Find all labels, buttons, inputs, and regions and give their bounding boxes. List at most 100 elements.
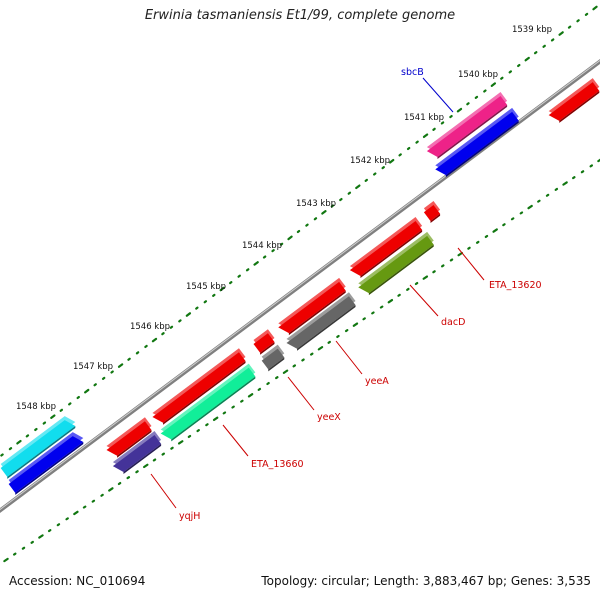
inner-scale-dot (484, 234, 489, 239)
inner-scale-dot (352, 322, 359, 327)
inner-scale-dot (336, 334, 340, 339)
leader-line-dacD (409, 284, 439, 317)
inner-scale-dot (406, 287, 410, 291)
outer-scale-dot (127, 357, 131, 361)
gene-bar-yqjH-protein-shadow (123, 443, 162, 474)
inner-scale-dot (537, 199, 541, 203)
outer-scale-dot (245, 268, 250, 272)
gene-bar-left-cyan-body (0, 420, 76, 477)
inner-scale-dot (152, 458, 157, 462)
tick-label: 1539 kbp (512, 25, 552, 35)
gene-bar-sbcB-protein-body (435, 111, 519, 176)
map-title: Erwinia tasmaniensis Et1/99, complete ge… (144, 8, 456, 23)
outer-scale-dot (59, 408, 64, 412)
gene-label-dacD: dacD (441, 317, 465, 328)
inner-scale-dot (554, 187, 559, 191)
inner-scale-dot (196, 429, 200, 433)
inner-scale-dot (177, 440, 184, 445)
outer-scale-dot (422, 133, 429, 139)
outer-scale-dot (517, 63, 521, 68)
gene-bar-small-body (423, 205, 441, 221)
outer-scale-dot (558, 31, 564, 36)
outer-scale-dot (330, 204, 335, 208)
tick-label: 1545 kbp (186, 282, 226, 292)
inner-scale-dot (21, 546, 26, 550)
outer-scale-dot (474, 95, 479, 99)
outer-scale-dot (347, 191, 352, 195)
outer-scale-dot (584, 12, 589, 16)
leader-line-ETA_13660 (222, 424, 249, 457)
inner-scale-dot (292, 364, 297, 368)
tick-label: 1544 kbp (242, 241, 282, 251)
inner-scale-dot (205, 423, 209, 427)
inner-scale-dot (275, 376, 279, 380)
outer-scale-dot (203, 300, 208, 304)
inner-scale-dot (545, 193, 550, 197)
outer-scale-dot (592, 5, 598, 11)
inner-scale-dot (170, 446, 174, 450)
outer-scale-dot (533, 51, 538, 55)
inner-scale-dot (475, 240, 480, 244)
gene-bar-ETA_13660-shadow (163, 361, 246, 425)
inner-scale-dot (502, 223, 506, 227)
inner-scale-dot (73, 510, 79, 516)
outer-scale-dot (262, 255, 267, 259)
gene-bar-ETA_13620-body (349, 221, 423, 276)
tick-label: 1546 kbp (130, 322, 170, 332)
gene-bar-ETA_13660 (152, 348, 246, 425)
gene-bar-yeeX-protein-body (261, 348, 285, 370)
outer-scale-dot (212, 293, 216, 297)
inner-scale-dot (580, 170, 585, 174)
gene-bar-right-body (548, 82, 600, 121)
gene-bar-left-cyan-shadow (7, 425, 76, 479)
inner-scale-dot (457, 251, 463, 257)
gene-bar-left-blue-body (8, 436, 84, 493)
inner-scale-dot (82, 505, 87, 509)
inner-scale-dot (3, 557, 9, 563)
gene-bar-yeeX-body (253, 333, 275, 353)
outer-scale-dot (253, 261, 259, 266)
outer-scale-dot (237, 274, 241, 278)
inner-scale-dot (240, 399, 244, 403)
gene-bar-yeeX (253, 329, 275, 355)
gene-bar-sbcB-protein (435, 107, 519, 178)
inner-scale-dot (589, 164, 594, 168)
tick-label: 1543 kbp (296, 199, 336, 209)
outer-scale-dot (381, 166, 385, 170)
inner-scale-dot (397, 293, 401, 297)
inner-scale-dot (422, 275, 429, 280)
inner-scale-dot (282, 369, 289, 374)
inner-scale-dot (449, 258, 454, 262)
outer-scale-dot (84, 388, 90, 394)
outer-scale-dot (219, 286, 225, 292)
outer-scale-dot (93, 383, 97, 387)
outer-scale-dot (339, 197, 343, 202)
inner-scale-dot (467, 246, 471, 250)
gene-bar-sbcB-shadow (437, 104, 508, 159)
gene-bar-ETA_13620-shadow (360, 229, 423, 278)
outer-scale-dot (550, 38, 555, 42)
gene-label-sbcB: sbcB (401, 67, 424, 78)
inner-scale-dot (414, 281, 419, 286)
gene-label-ETA_13660: ETA_13660 (251, 459, 304, 470)
inner-scale-dot (362, 317, 366, 321)
outer-scale-dot (34, 427, 38, 432)
gene-bar-sbcB-protein-shadow (445, 120, 519, 178)
outer-scale-dot (567, 25, 572, 29)
gene-bar-yqjH-shadow (117, 430, 152, 458)
outer-scale-dot (415, 140, 419, 144)
outer-scale-dot (185, 312, 192, 317)
inner-scale-dot (572, 176, 576, 180)
gene-bar-yqjH-protein (112, 431, 162, 474)
inner-scale-dot (309, 352, 314, 356)
inner-scale-dot (327, 340, 331, 344)
inner-scale-dot (56, 523, 61, 527)
outer-scale-dot (406, 146, 411, 151)
gene-bar-yeeA (278, 277, 346, 336)
outer-scale-dot (524, 56, 530, 62)
gene-bar-right-shadow (559, 90, 600, 123)
inner-scale-dot (222, 411, 227, 415)
outer-scale-dot (50, 414, 56, 419)
outer-scale-dot (16, 439, 22, 445)
